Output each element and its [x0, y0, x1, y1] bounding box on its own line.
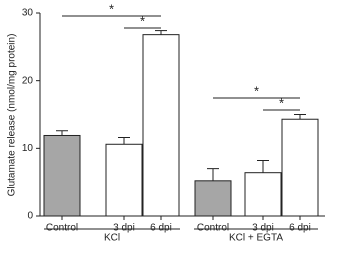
- significance-label: *: [254, 83, 259, 98]
- y-tick-label: 10: [22, 143, 34, 154]
- x-tick-label: 6 dpi: [289, 223, 311, 234]
- significance-label: *: [140, 13, 145, 28]
- x-tick-label: Control: [197, 223, 229, 234]
- bar: [281, 118, 319, 217]
- bar: [43, 134, 81, 217]
- group-label: KCl: [104, 233, 120, 244]
- y-axis-label: Glutamate release (nmol/mg protein): [7, 34, 18, 197]
- x-tick-label: 6 dpi: [150, 223, 172, 234]
- group-label: KCl + EGTA: [229, 233, 283, 244]
- bar: [105, 143, 143, 217]
- bar: [194, 180, 232, 217]
- y-tick-label: 20: [22, 75, 34, 86]
- y-tick-label: 30: [22, 8, 34, 19]
- significance-label: *: [279, 95, 284, 110]
- x-tick-label: Control: [46, 223, 78, 234]
- significance-label: *: [109, 1, 114, 16]
- x-tick-label: 3 dpi: [252, 223, 274, 234]
- bar: [142, 34, 180, 217]
- y-tick-label: 0: [27, 211, 33, 222]
- bar: [244, 172, 282, 217]
- x-tick-label: 3 dpi: [113, 223, 135, 234]
